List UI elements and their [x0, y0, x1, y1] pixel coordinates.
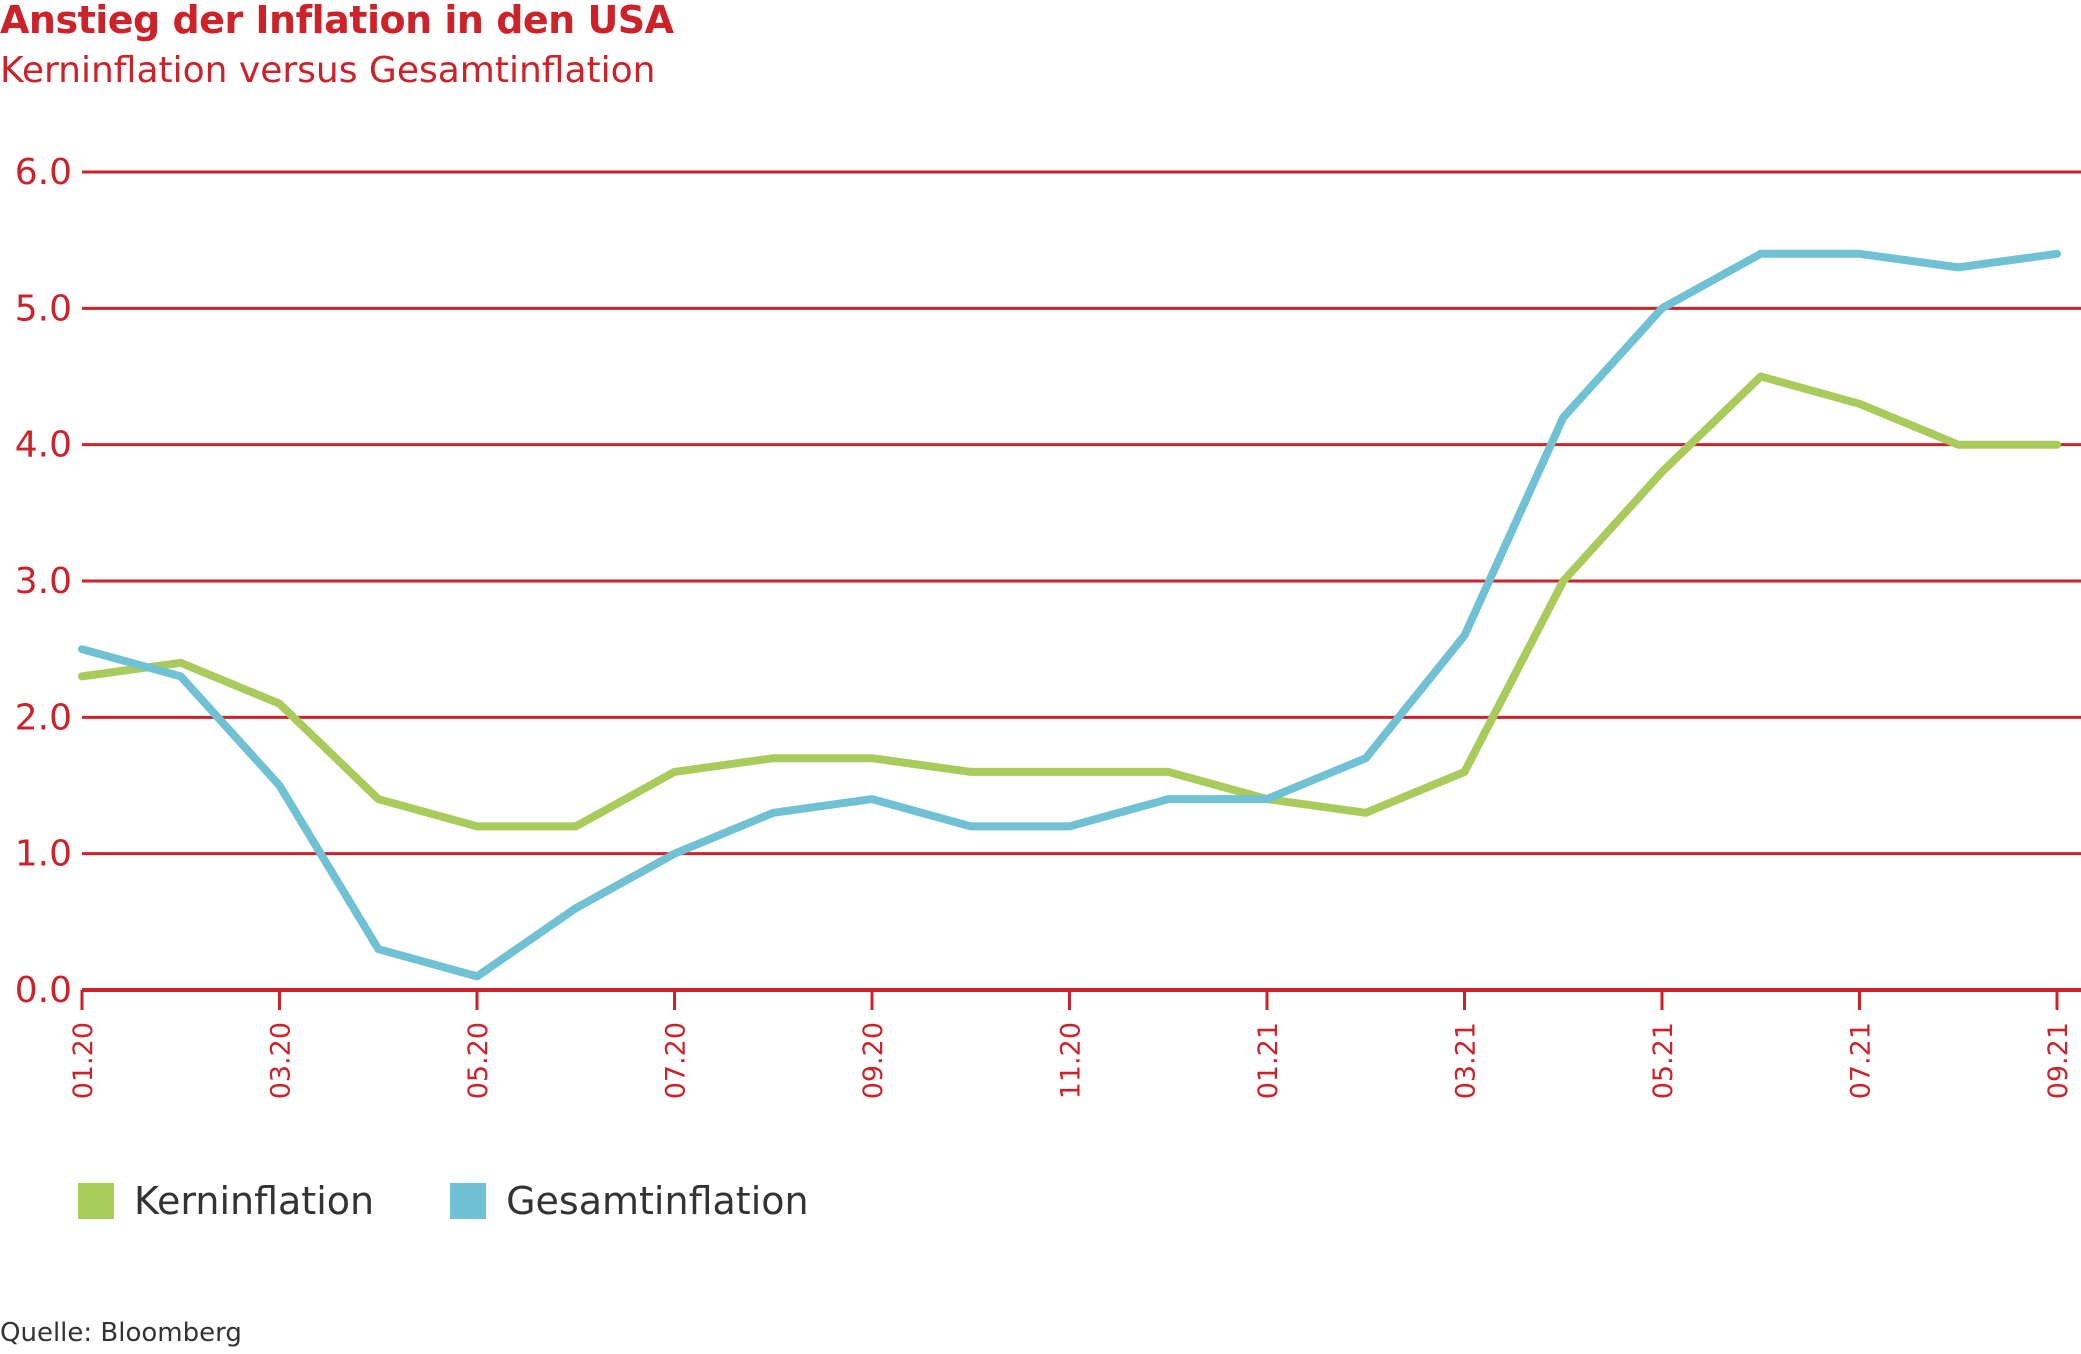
y-axis-ticks: 0.0 1.0 2.0 3.0 4.0 5.0 6.0 [15, 152, 72, 1011]
y-tick-label: 3.0 [15, 561, 72, 602]
x-tick-label: 01.20 [68, 1022, 99, 1099]
y-tick-label: 2.0 [15, 697, 72, 738]
legend-swatch-kerninflation [78, 1183, 114, 1219]
y-tick-label: 5.0 [15, 288, 72, 329]
gridlines [82, 170, 2081, 992]
y-tick-label: 4.0 [15, 425, 72, 466]
x-tick-label: 07.20 [661, 1022, 692, 1099]
legend-item-kerninflation: Kerninflation [78, 1179, 374, 1223]
x-tick-label: 01.21 [1253, 1022, 1284, 1099]
x-tick-label: 07.21 [1846, 1022, 1877, 1099]
y-tick-label: 6.0 [15, 152, 72, 193]
legend-item-gesamtinflation: Gesamtinflation [450, 1179, 809, 1223]
series-line-kerninflation [78, 372, 2061, 831]
y-tick-label: 0.0 [15, 970, 72, 1011]
chart-subtitle: Kerninflation versus Gesamtinflation [0, 50, 656, 91]
x-tick-label: 03.20 [266, 1022, 297, 1099]
x-tick-label: 05.21 [1648, 1022, 1679, 1099]
series-line-gesamtinflation [78, 249, 2061, 981]
legend-swatch-gesamtinflation [450, 1183, 487, 1219]
y-tick-label: 1.0 [15, 834, 72, 875]
legend-label-kerninflation: Kerninflation [134, 1179, 375, 1223]
x-axis: 01.20 03.20 05.20 07.20 09.20 11.20 01.21 03.21… [68, 990, 2074, 1099]
x-tick-label: 03.21 [1451, 1022, 1482, 1099]
x-tick-label: 09.21 [2043, 1022, 2074, 1099]
legend: Kerninflation Gesamtinflation [78, 1176, 885, 1226]
series-lines [78, 249, 2061, 981]
legend-label-gesamtinflation: Gesamtinflation [506, 1179, 809, 1223]
x-tick-label: 05.20 [463, 1022, 494, 1099]
x-tick-label: 09.20 [858, 1022, 889, 1099]
x-tick-label: 11.20 [1056, 1022, 1087, 1099]
chart-title: Anstieg der Inflation in den USA [0, 0, 674, 42]
source-note: Quelle: Bloomberg [0, 1318, 242, 1348]
